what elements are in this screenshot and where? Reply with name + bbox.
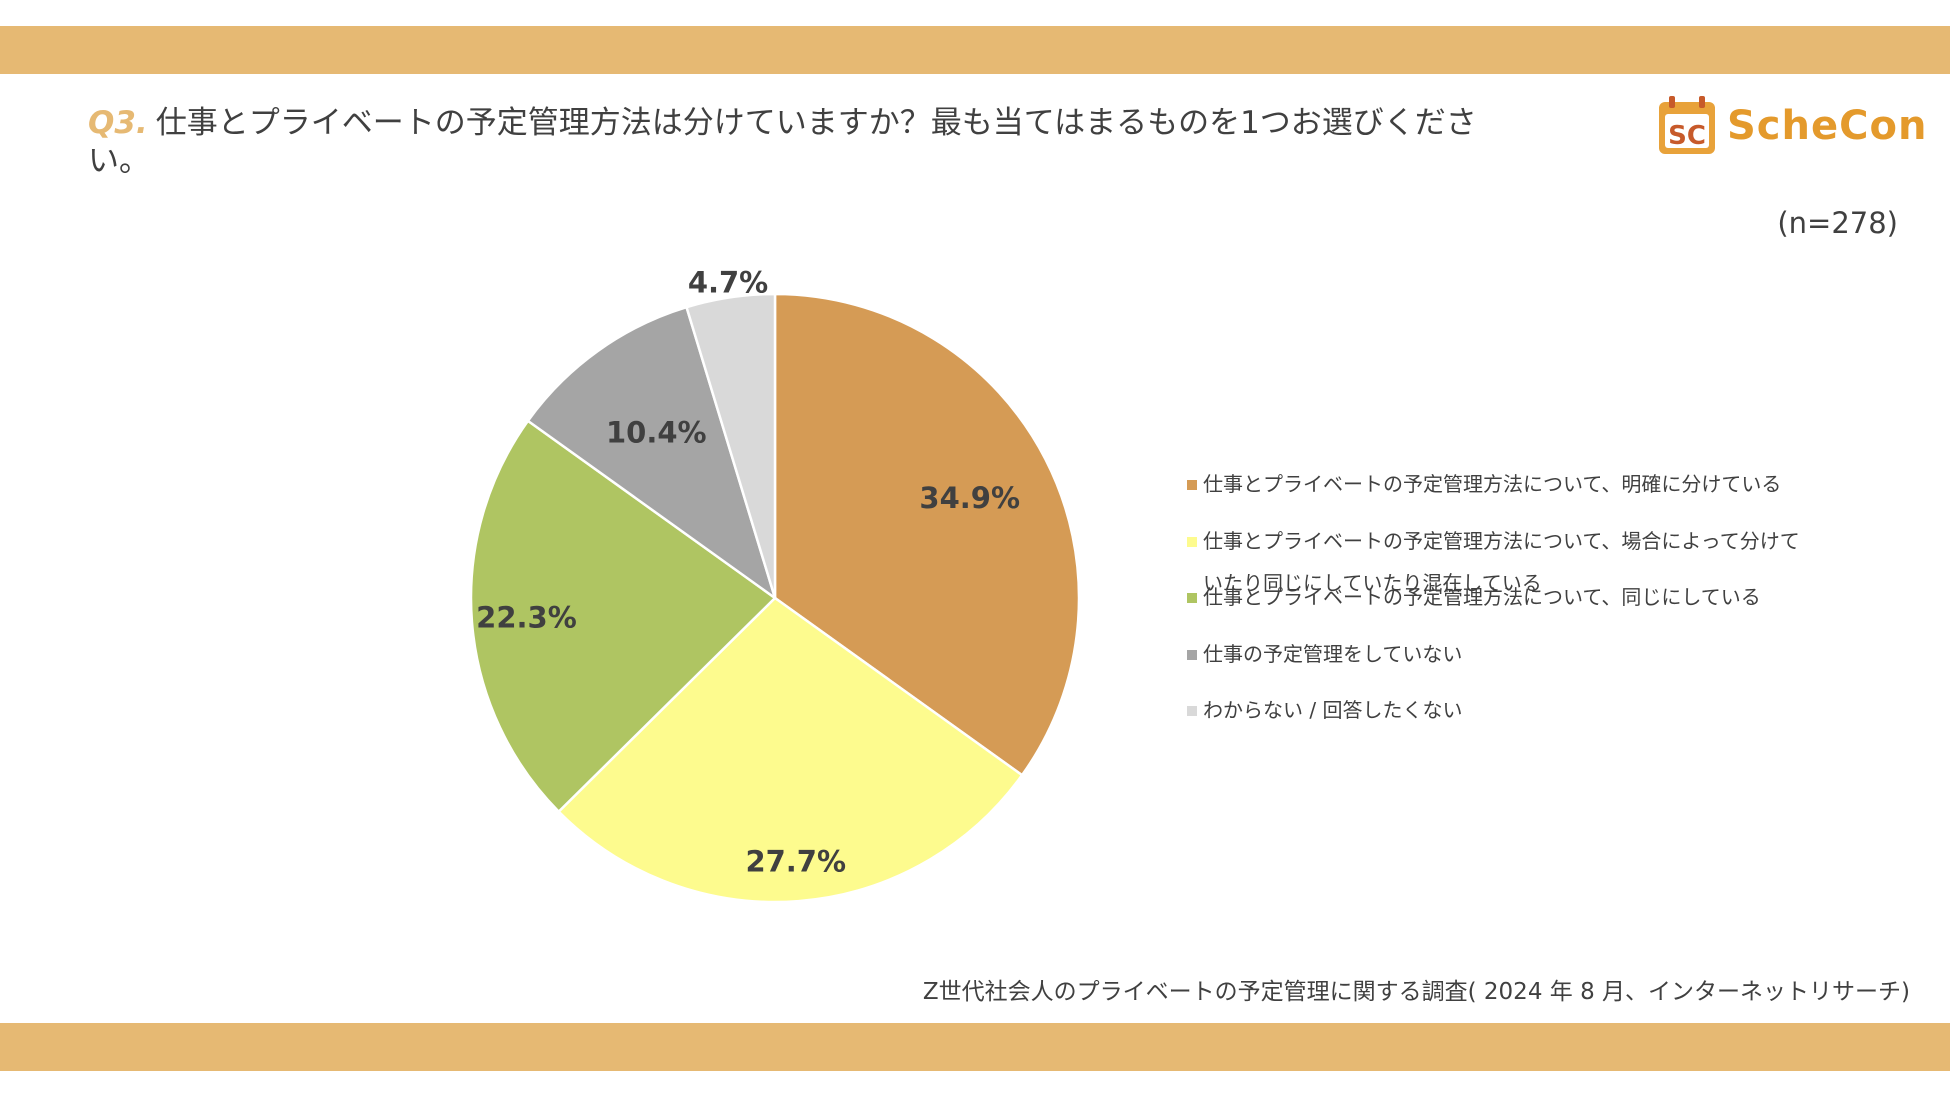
question-number: Q3.	[88, 105, 148, 141]
slice-label-5: 4.7%	[688, 265, 768, 299]
legend-swatch	[1187, 480, 1197, 490]
pie-slice-1	[773, 292, 1081, 777]
brand-name: ScheCon	[1727, 103, 1928, 149]
pie-slice-2	[556, 596, 1024, 904]
question-text: 仕事とプライベートの予定管理方法は分けていますか？最も当てはまるものを1つお選び…	[88, 105, 1477, 179]
slice-label-1: 34.9%	[919, 481, 1020, 515]
logo-mark-text: SC	[1668, 121, 1706, 151]
legend-swatch	[1187, 593, 1197, 603]
pie-slice-5	[684, 292, 777, 599]
slice-label-3: 22.3%	[476, 601, 577, 635]
legend-swatch	[1187, 706, 1197, 716]
calendar-logo-icon: SC	[1659, 96, 1715, 154]
legend-item-1: 仕事とプライベートの予定管理方法について、明確に分けている	[1187, 463, 1827, 520]
legend-item-4: 仕事の予定管理をしていない	[1187, 633, 1827, 690]
top-band	[0, 26, 1950, 74]
legend-item-2: 仕事とプライベートの予定管理方法について、場合によって分けていたり同じにしていた…	[1187, 520, 1807, 595]
question-heading: Q3. 仕事とプライベートの予定管理方法は分けていますか？最も当てはまるものを1つ…	[88, 104, 1538, 180]
legend-item-3: 仕事とプライベートの予定管理方法について、同じにしている	[1187, 576, 1827, 633]
legend-label: 仕事とプライベートの予定管理方法について、場合によって分けていたり同じにしていた…	[1203, 528, 1800, 595]
legend-label: 仕事とプライベートの予定管理方法について、同じにしている	[1203, 585, 1761, 609]
pie-slice-4	[526, 305, 778, 602]
legend-swatch	[1187, 649, 1197, 660]
chart-legend: 仕事とプライベートの予定管理方法について、明確に分けている 仕事とプライベートの予…	[1187, 463, 1827, 746]
slice-label-2: 27.7%	[745, 845, 846, 879]
slice-label-4: 10.4%	[606, 415, 707, 449]
sample-size: (n=278)	[1777, 206, 1898, 240]
legend-label: 仕事の予定管理をしていない	[1203, 641, 1463, 666]
brand-logo: SC ScheCon	[1657, 95, 1927, 157]
bottom-band	[0, 1023, 1950, 1071]
pie-slice-3	[469, 419, 777, 814]
legend-item-5: わからない / 回答したくない	[1187, 689, 1827, 746]
legend-label: 仕事とプライベートの予定管理方法について、明確に分けている	[1203, 472, 1782, 496]
legend-label: わからない / 回答したくない	[1203, 698, 1463, 722]
source-note: Z世代社会人のプライベートの予定管理に関する調査( 2024 年 8 月、インタ…	[922, 979, 1910, 1005]
legend-swatch	[1187, 536, 1197, 547]
